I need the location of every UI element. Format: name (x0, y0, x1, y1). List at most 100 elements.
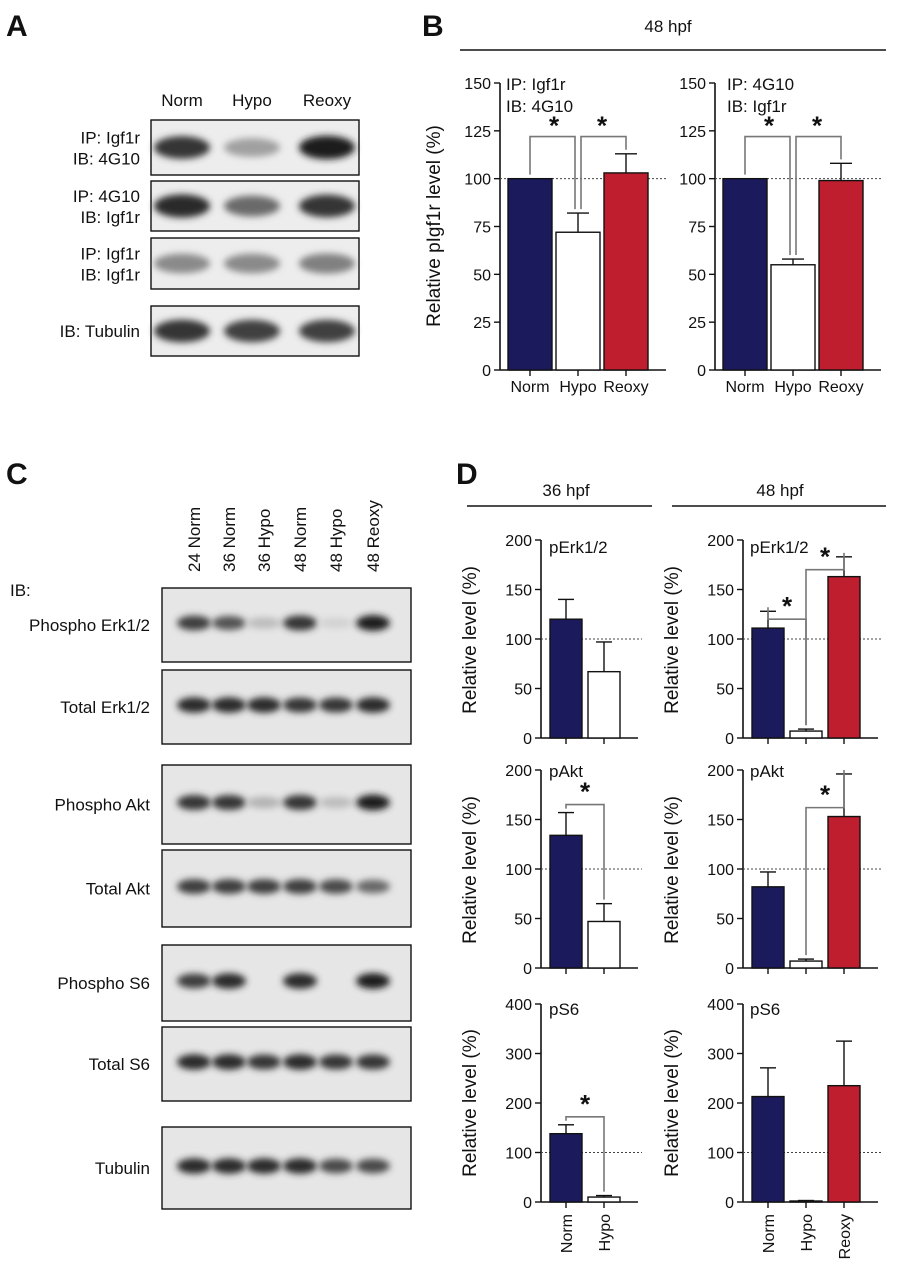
bar-hypo (770, 264, 816, 371)
y-tick-label: 100 (505, 632, 532, 649)
panel-c-blots: 24 Norm 36 Norm 36 Hypo 48 Norm 48 Hypo 48 Re… (10, 500, 412, 1210)
panel-a-blot-label: IP: Igf1r (80, 129, 140, 148)
panel-c-band (247, 796, 281, 809)
y-tick-label: 300 (707, 1047, 734, 1064)
y-tick-label: 150 (505, 813, 532, 830)
panel-c-band (356, 794, 390, 811)
panel-c-band (356, 615, 390, 631)
panel-c-band (283, 697, 317, 713)
panel-c-band (247, 1158, 281, 1174)
x-tick-label: Reoxy (818, 379, 863, 396)
y-tick-label: 100 (505, 862, 532, 879)
bar-reoxy (827, 815, 861, 969)
y-tick-label: 0 (725, 961, 734, 978)
y-tick-label: 125 (679, 124, 706, 141)
panel-a-blot-label: IP: 4G10 (73, 187, 140, 206)
y-tick-label: 75 (688, 220, 706, 237)
significance-bracket (805, 769, 845, 956)
panel-letter-a: A (6, 10, 28, 43)
panel-a-band (224, 319, 280, 343)
panel-c-band (177, 1158, 211, 1174)
significance-star: * (580, 777, 591, 807)
chart-label: pAkt (549, 762, 583, 781)
bar-hypo (789, 730, 823, 739)
y-tick-label: 150 (707, 583, 734, 600)
significance-bracket (565, 803, 605, 900)
y-tick-label: 100 (464, 172, 491, 189)
y-tick-label: 0 (725, 1195, 734, 1212)
chart-label: pErk1/2 (549, 538, 608, 557)
significance-bracket (795, 135, 842, 256)
chart-b2: 0 25 50 75 100 125 150 Norm Hypo Reoxy IP: 4G10 IB:… (679, 75, 881, 396)
x-tick-label: Reoxy (837, 1214, 854, 1259)
bar-norm (722, 177, 768, 371)
panel-letter-b: B (422, 10, 444, 43)
panel-letter-c: C (6, 458, 28, 491)
panel-c-blot-label: Phospho S6 (57, 974, 150, 993)
panel-c-band (247, 697, 281, 713)
y-tick-label: 0 (725, 731, 734, 748)
panel-a-band (224, 138, 280, 157)
panel-c-blot-label: Total Akt (86, 880, 151, 899)
significance-bracket (529, 135, 576, 210)
panel-c-lane-label: 36 Norm (220, 507, 239, 572)
x-tick-label: Hypo (559, 379, 596, 396)
y-axis-label: Relative level (%) (662, 566, 683, 714)
panel-d-header-36: 36 hpf (542, 481, 590, 500)
chart-label: pErk1/2 (750, 538, 809, 557)
panel-a-blot-label: IB: Igf1r (80, 208, 140, 227)
panel-c-band (177, 615, 211, 631)
panel-c-band (212, 697, 246, 713)
y-tick-label: 0 (482, 363, 491, 380)
panel-c-band (247, 879, 281, 894)
panel-a-band (154, 194, 210, 218)
panel-c-band (247, 617, 281, 629)
panel-a-band (154, 253, 210, 274)
panel-letter-d: D (456, 458, 478, 491)
chart-d36_ps6: 0 100 200 300 400 Norm Hypo pS6 Relative level (… (460, 997, 642, 1253)
y-tick-label: 25 (473, 315, 491, 332)
y-tick-label: 100 (505, 1146, 532, 1163)
y-tick-label: 200 (707, 763, 734, 780)
panel-d-header: 36 hpf 48 hpf (467, 481, 886, 507)
panel-c-band (319, 796, 353, 809)
y-tick-label: 50 (688, 267, 706, 284)
panel-a-band (154, 136, 210, 159)
significance-star: * (580, 1089, 591, 1119)
panel-c-lane-label: 36 Hypo (255, 509, 274, 572)
y-tick-label: 200 (505, 533, 532, 550)
y-tick-label: 50 (716, 912, 734, 929)
bar-norm (751, 627, 785, 739)
y-tick-label: 25 (688, 315, 706, 332)
bar-hypo (555, 231, 601, 371)
panel-c-lane-label: 48 Norm (291, 507, 310, 572)
panel-d-header-48: 48 hpf (756, 481, 804, 500)
y-tick-label: 0 (523, 731, 532, 748)
y-tick-label: 200 (505, 763, 532, 780)
y-tick-label: 150 (707, 813, 734, 830)
y-tick-label: 150 (679, 76, 706, 93)
panel-c-band (356, 697, 390, 713)
panel-c-band (283, 794, 317, 811)
panel-c-band (212, 973, 246, 989)
bar-norm (751, 1095, 785, 1203)
y-tick-label: 0 (697, 363, 706, 380)
chart-label: pS6 (549, 1000, 579, 1019)
bar-norm (549, 834, 583, 969)
bar-reoxy (603, 172, 649, 371)
y-tick-label: 50 (514, 682, 532, 699)
bar-norm (751, 886, 785, 969)
y-tick-label: 0 (523, 1195, 532, 1212)
y-tick-label: 150 (505, 583, 532, 600)
y-tick-label: 100 (707, 632, 734, 649)
panel-c-band (212, 1158, 246, 1174)
panel-a-lane-label: Hypo (232, 91, 272, 110)
panel-a-band (299, 319, 355, 343)
bar-hypo (587, 920, 621, 969)
significance-star: * (597, 111, 608, 141)
panel-a-blot-label: IB: 4G10 (73, 150, 140, 169)
panel-a-band (299, 194, 355, 218)
y-tick-label: 125 (464, 124, 491, 141)
y-tick-label: 100 (707, 862, 734, 879)
